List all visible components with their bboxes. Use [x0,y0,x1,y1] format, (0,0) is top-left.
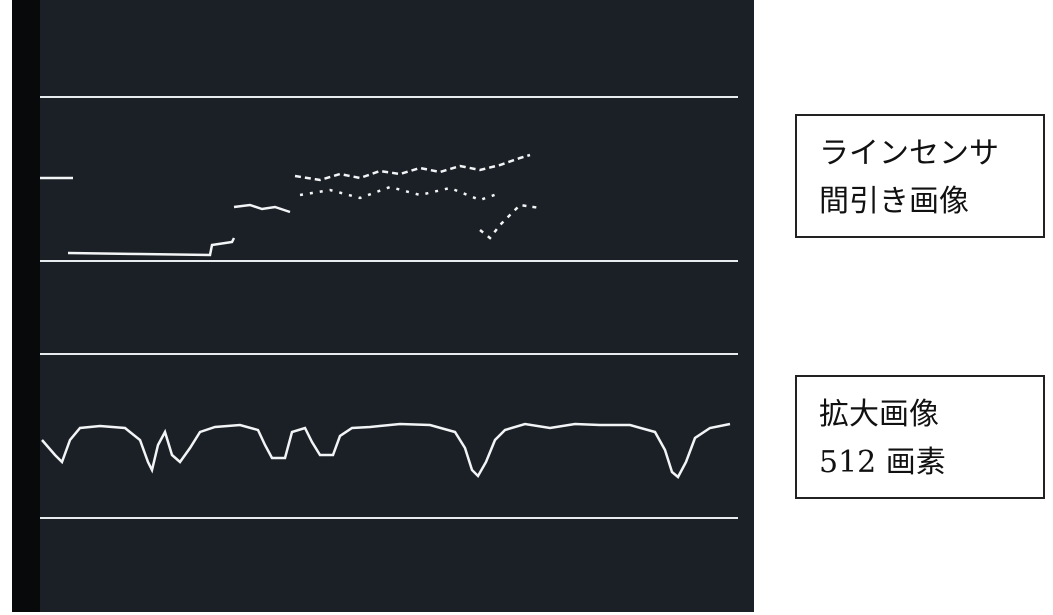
screen-background [12,0,754,612]
label-text: 512 画素 [819,439,1043,487]
screen-edge [12,0,40,612]
label-text: ラインセンサ [819,130,1043,178]
scope-screen [0,0,760,615]
label-text: 間引き画像 [819,178,1043,226]
figure: ラインセンサ 間引き画像 拡大画像 512 画素 [0,0,1053,615]
label-box: ラインセンサ 間引き画像 [795,114,1045,238]
label-box: 拡大画像 512 画素 [795,375,1045,499]
label-text: 拡大画像 [819,391,1043,439]
